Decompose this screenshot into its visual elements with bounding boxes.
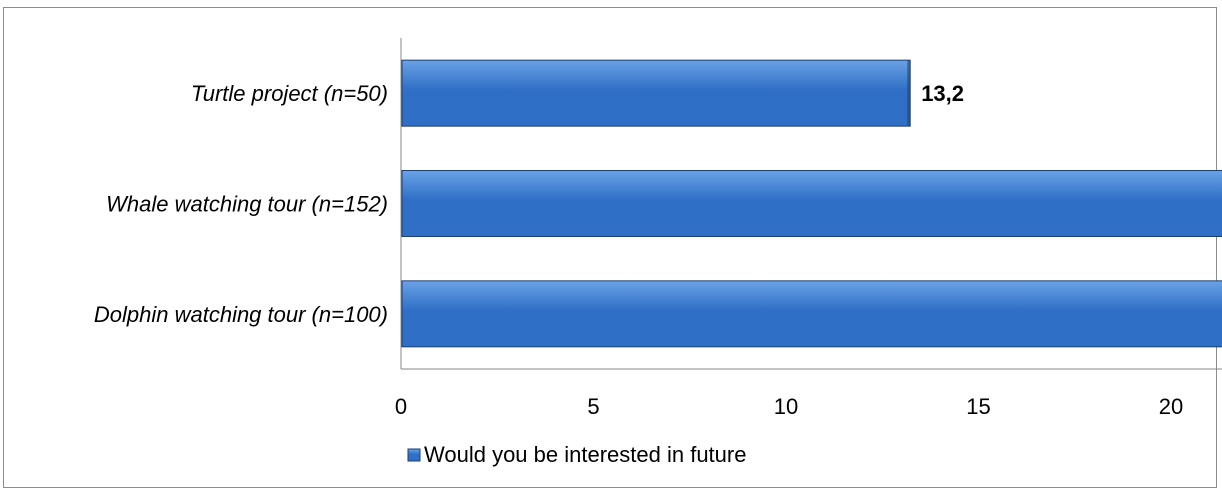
legend-label: Would you be interested in future xyxy=(424,442,746,467)
category-label: Dolphin watching tour (n=100) xyxy=(94,302,388,327)
legend: Would you be interested in future xyxy=(407,442,746,467)
bar-group xyxy=(401,59,1222,348)
x-tick-label: 10 xyxy=(774,394,798,419)
bar-edge-shadow xyxy=(907,60,911,127)
x-tick-label: 0 xyxy=(395,394,407,419)
legend-swatch xyxy=(407,448,421,462)
bar xyxy=(401,59,911,127)
category-label: Whale watching tour (n=152) xyxy=(106,192,388,217)
bar xyxy=(401,280,1222,348)
category-label: Turtle project (n=50) xyxy=(191,81,388,106)
data-label: 13,2 xyxy=(921,81,964,106)
chart-axes: 051015202530354045 xyxy=(395,38,1222,419)
label-group: Turtle project (n=50) 13,2 Whale watching … xyxy=(94,81,964,327)
bar xyxy=(401,170,1222,237)
x-tick-label: 5 xyxy=(587,394,599,419)
x-tick-label: 20 xyxy=(1159,394,1183,419)
x-tick-label: 15 xyxy=(966,394,990,419)
